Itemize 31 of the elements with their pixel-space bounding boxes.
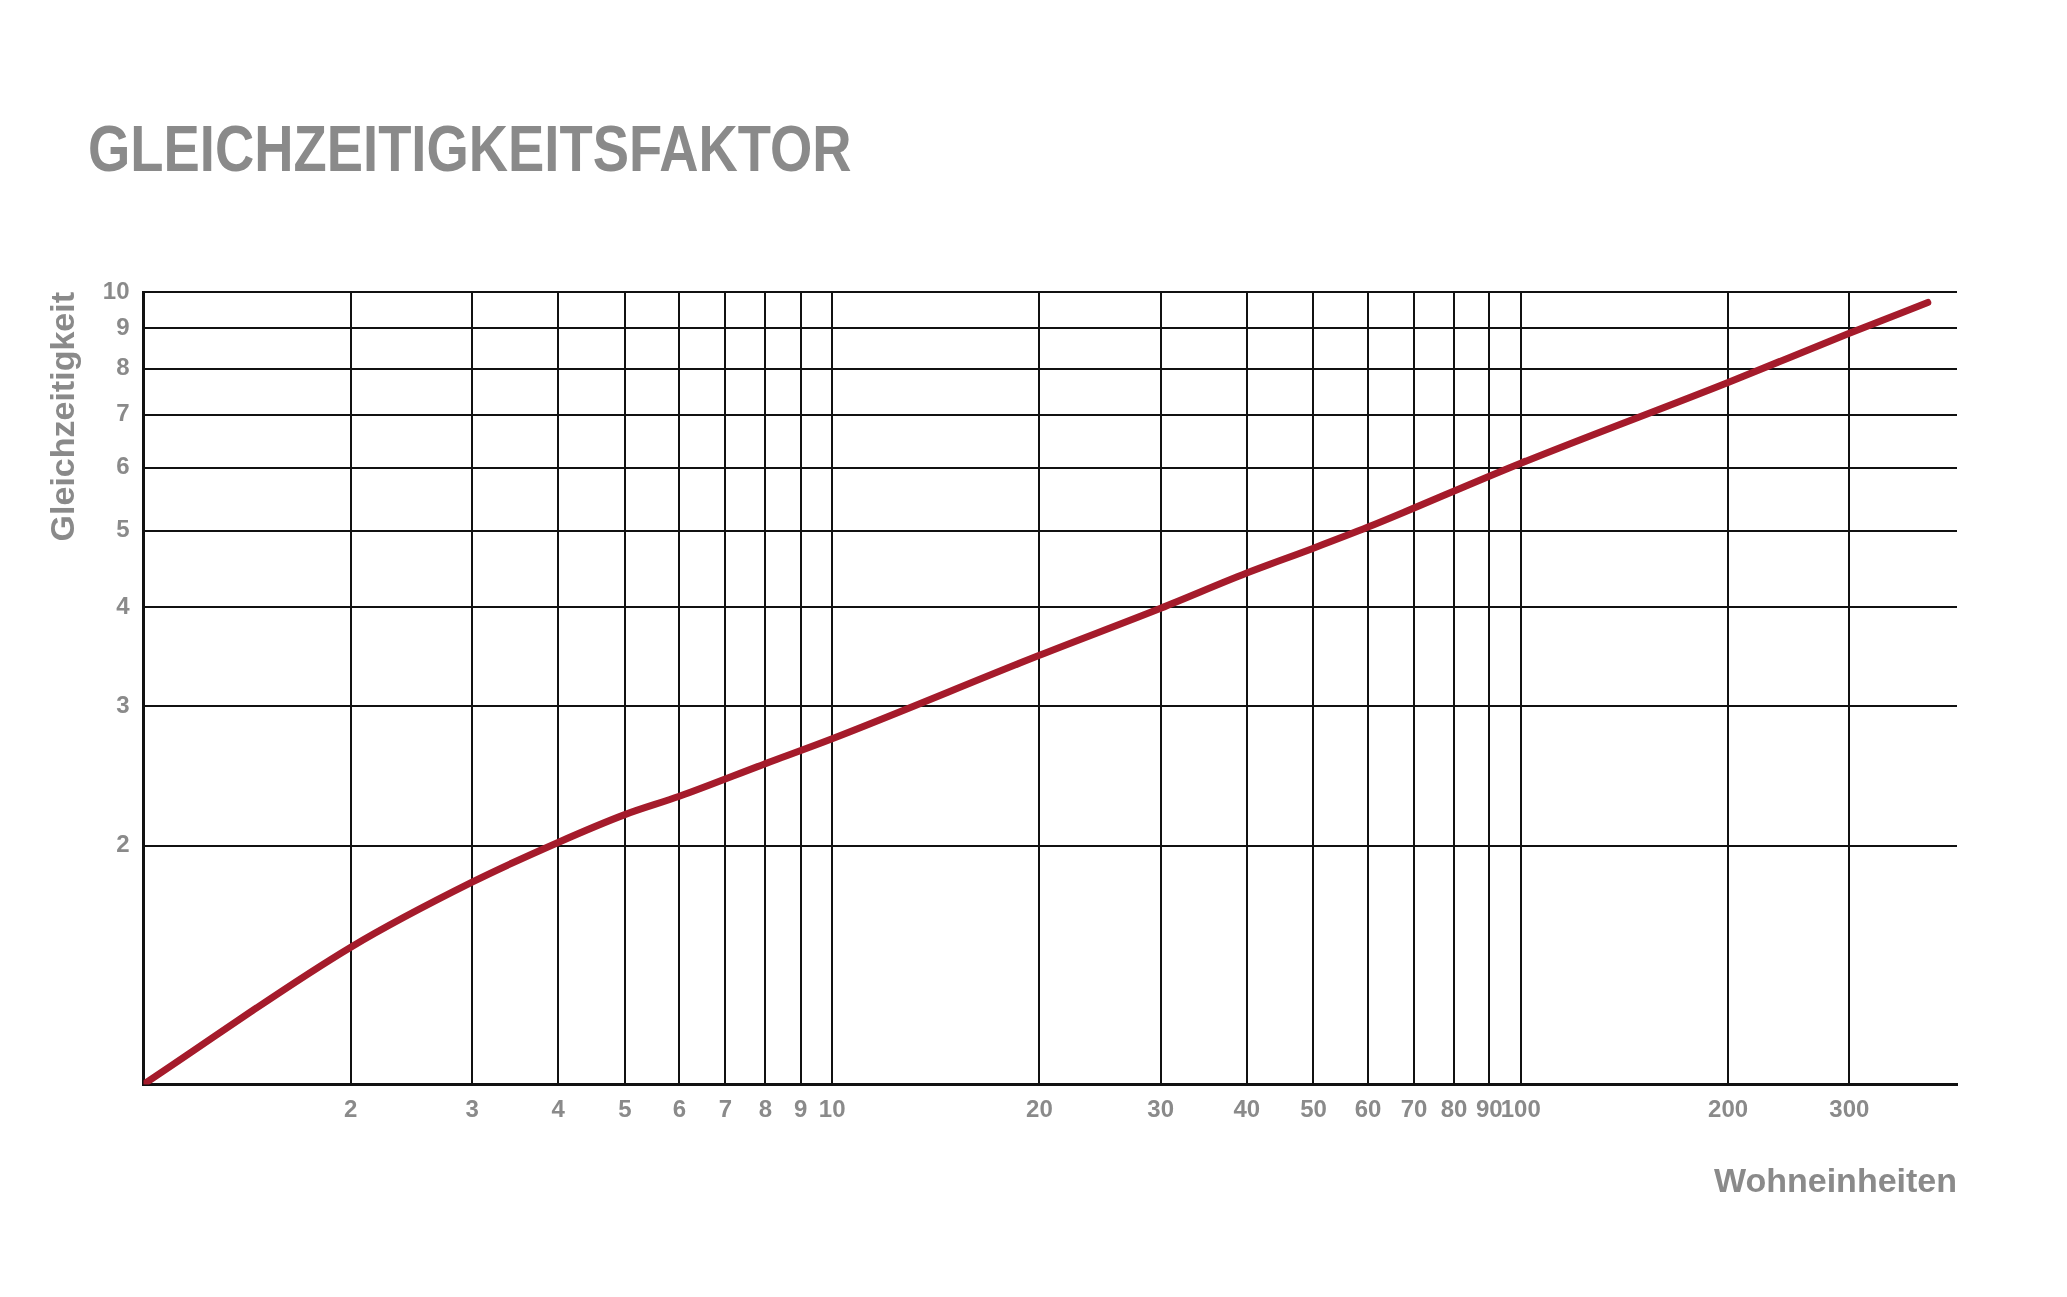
y-tick-label: 5	[116, 515, 130, 543]
y-tick-label: 4	[116, 591, 131, 619]
x-tick-label: 90	[1475, 1095, 1503, 1123]
y-tick-label: 3	[116, 690, 130, 718]
chart-title: GLEICHZEITIGKEITSFAKTOR	[88, 112, 852, 186]
y-tick-label: 6	[116, 452, 130, 480]
x-tick-label: 60	[1354, 1095, 1382, 1123]
y-tick-label: 10	[102, 276, 130, 304]
x-tick-label: 70	[1400, 1095, 1428, 1123]
y-tick-label: 2	[116, 830, 130, 858]
y-tick-label: 9	[116, 312, 130, 340]
x-tick-label: 300	[1829, 1095, 1870, 1123]
x-tick-label: 8	[758, 1095, 773, 1123]
x-tick-label: 3	[465, 1095, 479, 1123]
x-tick-label: 4	[551, 1095, 566, 1123]
y-axis-title: Gleichzeitigkeit	[42, 292, 81, 542]
x-tick-label: 40	[1233, 1095, 1261, 1123]
x-axis-title: Wohneinheiten	[1713, 1160, 1957, 1199]
y-tick-label: 8	[116, 353, 130, 381]
x-tick-label: 30	[1147, 1095, 1175, 1123]
x-tick-label: 9	[793, 1095, 808, 1123]
x-tick-label: 2	[344, 1095, 358, 1123]
x-tick-label: 200	[1708, 1095, 1749, 1123]
x-tick-label: 80	[1440, 1095, 1468, 1123]
y-tick-label: 7	[116, 399, 130, 427]
x-tick-label: 10	[818, 1095, 846, 1123]
x-tick-label: 5	[618, 1095, 632, 1123]
x-tick-label: 50	[1300, 1095, 1327, 1123]
x-tick-label: 7	[718, 1095, 733, 1123]
x-tick-label: 6	[672, 1095, 687, 1123]
x-tick-label: 20	[1026, 1095, 1053, 1123]
